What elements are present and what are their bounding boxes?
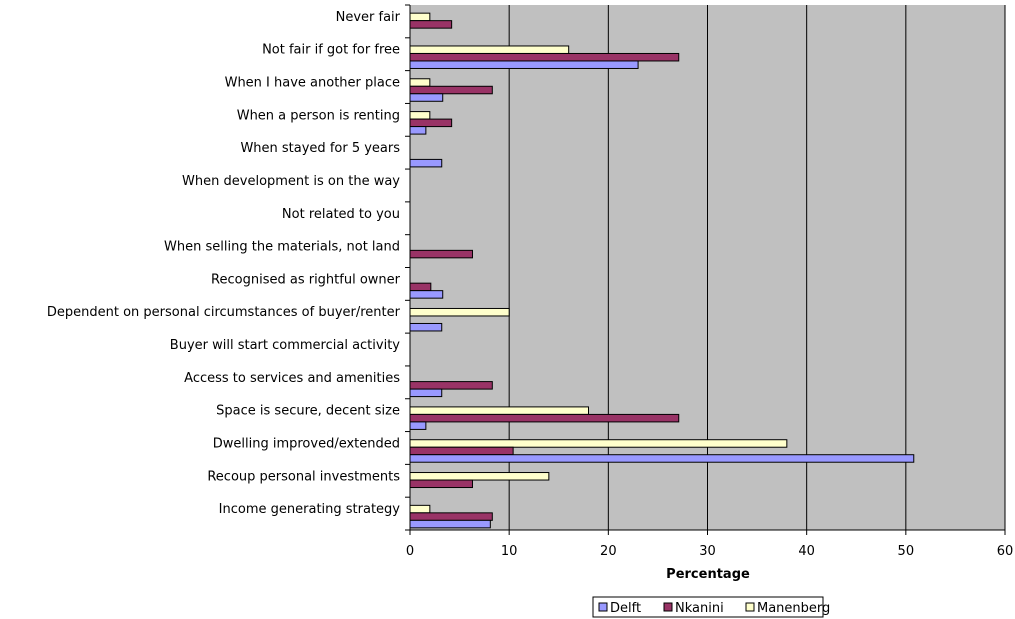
category-labels: Never fair Not fair if got for free When I… bbox=[47, 4, 410, 531]
category-label: Income generating strategy bbox=[219, 502, 401, 517]
x-tick-label: 30 bbox=[699, 544, 716, 559]
legend-label-manenberg: Manenberg bbox=[757, 601, 830, 616]
category-label: Buyer will start commercial activity bbox=[170, 338, 401, 353]
bar-delft bbox=[409, 126, 427, 135]
bar-manenberg bbox=[409, 406, 589, 415]
category-label: Never fair bbox=[336, 10, 401, 25]
bar-delft bbox=[409, 93, 444, 102]
bar-nkanini bbox=[409, 85, 493, 95]
bar-delft bbox=[409, 454, 915, 463]
bar-nkanini bbox=[409, 446, 514, 456]
legend-label-delft: Delft bbox=[610, 601, 641, 616]
category-label: Space is secure, decent size bbox=[216, 404, 400, 419]
bar-delft bbox=[409, 60, 639, 69]
category-label: When I have another place bbox=[225, 76, 400, 91]
category-label: When a person is renting bbox=[237, 108, 400, 123]
category-label: Not related to you bbox=[282, 207, 400, 222]
bar-delft bbox=[409, 388, 443, 398]
legend: Delft Nkanini Manenberg bbox=[592, 596, 830, 618]
bar-delft bbox=[409, 421, 427, 430]
legend-box bbox=[592, 596, 824, 618]
bar-nkanini bbox=[409, 512, 493, 521]
bar-delft bbox=[409, 322, 443, 332]
bar-nkanini bbox=[409, 479, 473, 489]
legend-swatch-manenberg bbox=[745, 602, 755, 612]
legend-label-nkanini: Nkanini bbox=[675, 601, 724, 616]
legend-swatch-delft bbox=[598, 602, 608, 612]
category-label: Dwelling improved/extended bbox=[213, 436, 400, 451]
category-label: Recognised as rightful owner bbox=[211, 272, 401, 287]
category-label: Recoup personal investments bbox=[207, 469, 400, 484]
bar-manenberg bbox=[409, 307, 510, 317]
bar-manenberg bbox=[409, 12, 431, 22]
legend-swatch-nkanini bbox=[663, 602, 673, 612]
bar-delft bbox=[409, 519, 491, 529]
x-tick-label: 50 bbox=[898, 544, 915, 559]
category-label: When stayed for 5 years bbox=[240, 141, 400, 156]
bar-manenberg bbox=[409, 45, 570, 54]
bar-manenberg bbox=[409, 111, 431, 120]
category-label: When selling the materials, not land bbox=[164, 240, 400, 255]
category-label: Dependent on personal circumstances of b… bbox=[47, 305, 401, 320]
bar-delft bbox=[409, 158, 443, 168]
bar-nkanini bbox=[409, 282, 432, 292]
bar-manenberg bbox=[409, 78, 431, 87]
bar-delft bbox=[409, 290, 444, 299]
bar-manenberg bbox=[409, 472, 550, 481]
category-label: Not fair if got for free bbox=[262, 43, 400, 58]
bar-nkanini bbox=[409, 52, 680, 62]
category-label: Access to services and amenities bbox=[184, 371, 400, 386]
bar-manenberg bbox=[409, 504, 431, 514]
x-tick-label: 10 bbox=[501, 544, 518, 559]
x-tick-labels: 0 10 20 30 40 50 60 bbox=[406, 530, 1013, 559]
bar-nkanini bbox=[409, 381, 493, 390]
bar-nkanini bbox=[409, 249, 473, 259]
bar-nkanini bbox=[409, 118, 453, 128]
x-tick-label: 20 bbox=[600, 544, 617, 559]
bar-nkanini bbox=[409, 20, 453, 29]
bar-nkanini bbox=[409, 413, 680, 423]
bar-manenberg bbox=[409, 439, 788, 448]
category-label: When development is on the way bbox=[182, 174, 400, 189]
x-tick-label: 0 bbox=[406, 544, 414, 559]
gridlines bbox=[508, 5, 1006, 530]
x-tick-label: 60 bbox=[997, 544, 1014, 559]
x-tick-label: 40 bbox=[798, 544, 815, 559]
x-axis-title: Percentage bbox=[666, 567, 750, 582]
